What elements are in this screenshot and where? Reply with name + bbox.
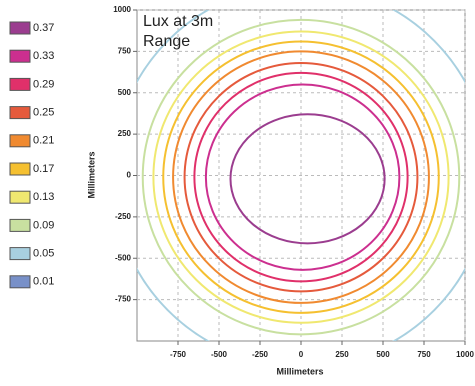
x-tick-label: -250 — [252, 350, 269, 359]
legend-label: 0.17 — [33, 163, 54, 175]
annotation: Lux at 3m — [143, 13, 213, 30]
y-tick-label: 0 — [127, 171, 132, 180]
annotation: Range — [143, 33, 190, 50]
legend-swatch — [9, 190, 31, 204]
x-tick-label: 1000 — [456, 350, 474, 359]
legend-label: 0.33 — [33, 50, 54, 62]
x-tick-label: 500 — [376, 350, 390, 359]
contour-line — [172, 50, 430, 304]
x-tick-label: -500 — [211, 350, 228, 359]
legend-swatch — [9, 21, 31, 35]
x-tick-label: -750 — [170, 350, 187, 359]
x-axis-label: Millimeters — [276, 366, 323, 376]
contour-line — [152, 30, 450, 324]
contour-line — [183, 61, 419, 293]
legend-label: 0.13 — [33, 191, 54, 203]
contour-line — [229, 113, 386, 245]
contours — [137, 10, 465, 341]
y-tick-label: -500 — [115, 253, 132, 262]
legend-label: 0.25 — [33, 107, 54, 119]
legend-swatch — [9, 106, 31, 120]
legend-label: 0.29 — [33, 78, 54, 90]
x-tick-label: 0 — [299, 350, 304, 359]
legend-swatch — [9, 247, 31, 261]
legend-swatch — [9, 275, 31, 289]
legend-label: 0.01 — [33, 276, 54, 288]
contour-line — [204, 83, 401, 271]
x-tick-label: 750 — [417, 350, 431, 359]
y-tick-label: -250 — [115, 212, 132, 221]
legend-label: 0.21 — [33, 135, 54, 147]
y-axis-label: Millimeters — [86, 151, 96, 198]
y-tick-label: -750 — [115, 295, 132, 304]
x-tick-label: 250 — [335, 350, 349, 359]
legend-swatch — [9, 162, 31, 176]
y-tick-label: 250 — [118, 129, 132, 138]
y-tick-label: 1000 — [113, 5, 131, 14]
contour-line — [162, 40, 440, 314]
legend-label: 0.05 — [33, 248, 54, 260]
y-tick-label: 500 — [118, 88, 132, 97]
contour-line — [193, 71, 409, 283]
contour-line — [141, 18, 461, 336]
legend-swatch — [9, 49, 31, 63]
legend-label: 0.09 — [33, 219, 54, 231]
legend-swatch — [9, 218, 31, 232]
legend-label: 0.37 — [33, 22, 54, 34]
legend-swatch — [9, 134, 31, 148]
y-tick-label: 750 — [118, 46, 132, 55]
legend-swatch — [9, 77, 31, 91]
